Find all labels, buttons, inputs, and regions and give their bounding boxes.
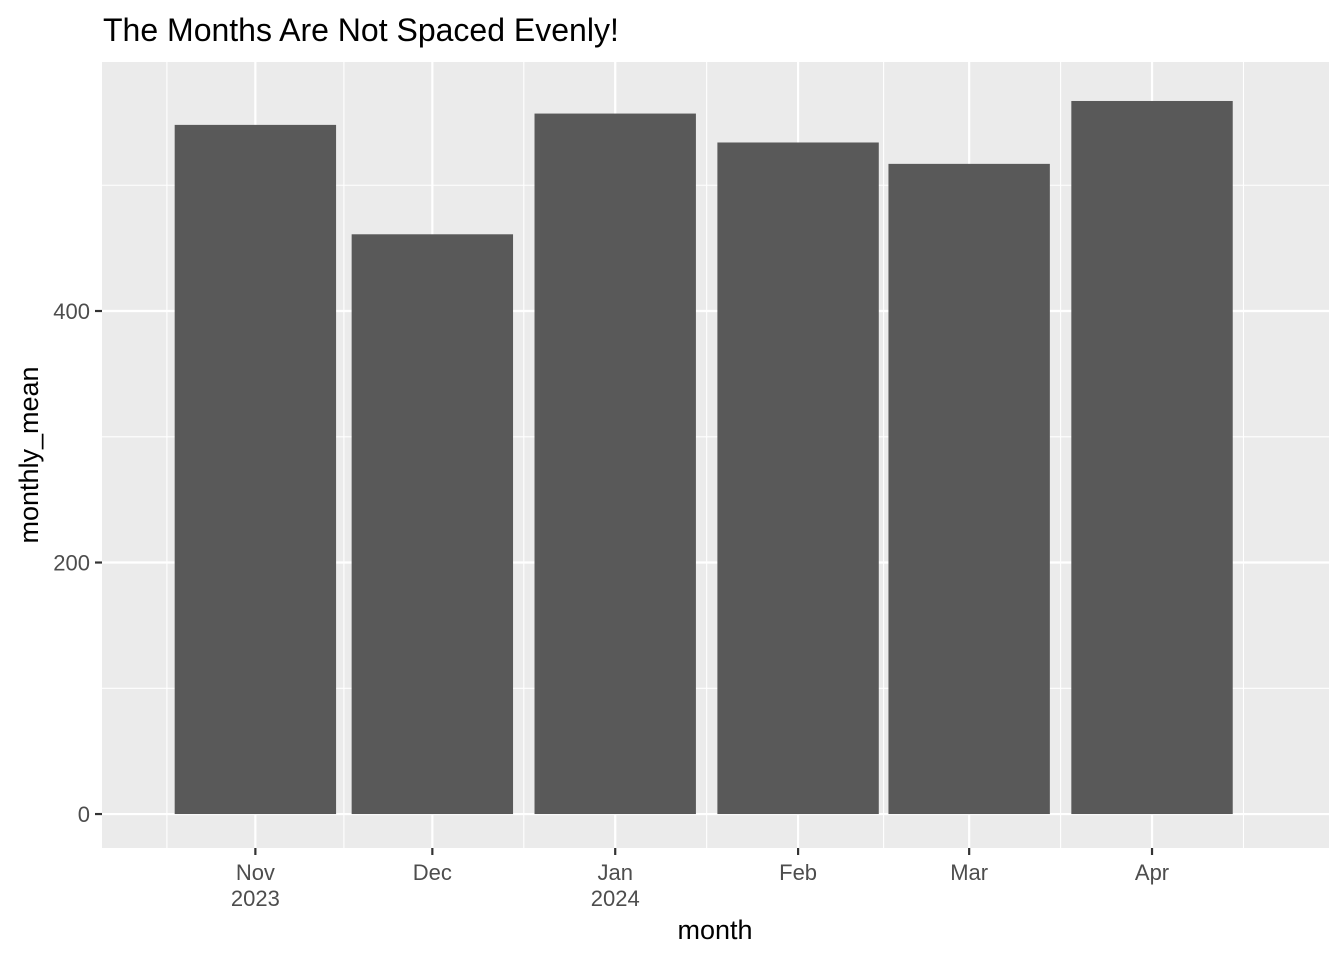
y-axis-title: monthly_mean [14, 366, 44, 543]
y-tick-label: 0 [78, 802, 90, 827]
x-axis-title: month [677, 915, 752, 945]
x-tick-label: Apr [1135, 860, 1169, 885]
bar [534, 113, 696, 815]
x-tick-label: Dec [413, 860, 452, 885]
grid-minor-x [166, 62, 1245, 848]
y-axis: 0 200 400 [53, 299, 102, 827]
chart-title: The Months Are Not Spaced Evenly! [103, 12, 619, 48]
bars [174, 100, 1233, 815]
x-tick-label: Feb [779, 860, 817, 885]
bar [888, 163, 1050, 815]
x-tick-sublabel: 2024 [591, 886, 640, 911]
x-tick-label: Nov [236, 860, 275, 885]
bar [174, 124, 337, 815]
bar [351, 234, 514, 815]
x-tick-label: Jan [597, 860, 632, 885]
bar [717, 142, 879, 815]
y-tick-label: 200 [53, 551, 90, 576]
y-tick-label: 400 [53, 299, 90, 324]
x-tick-sublabel: 2023 [231, 886, 280, 911]
x-tick-label: Mar [950, 860, 988, 885]
bar [1071, 100, 1233, 815]
